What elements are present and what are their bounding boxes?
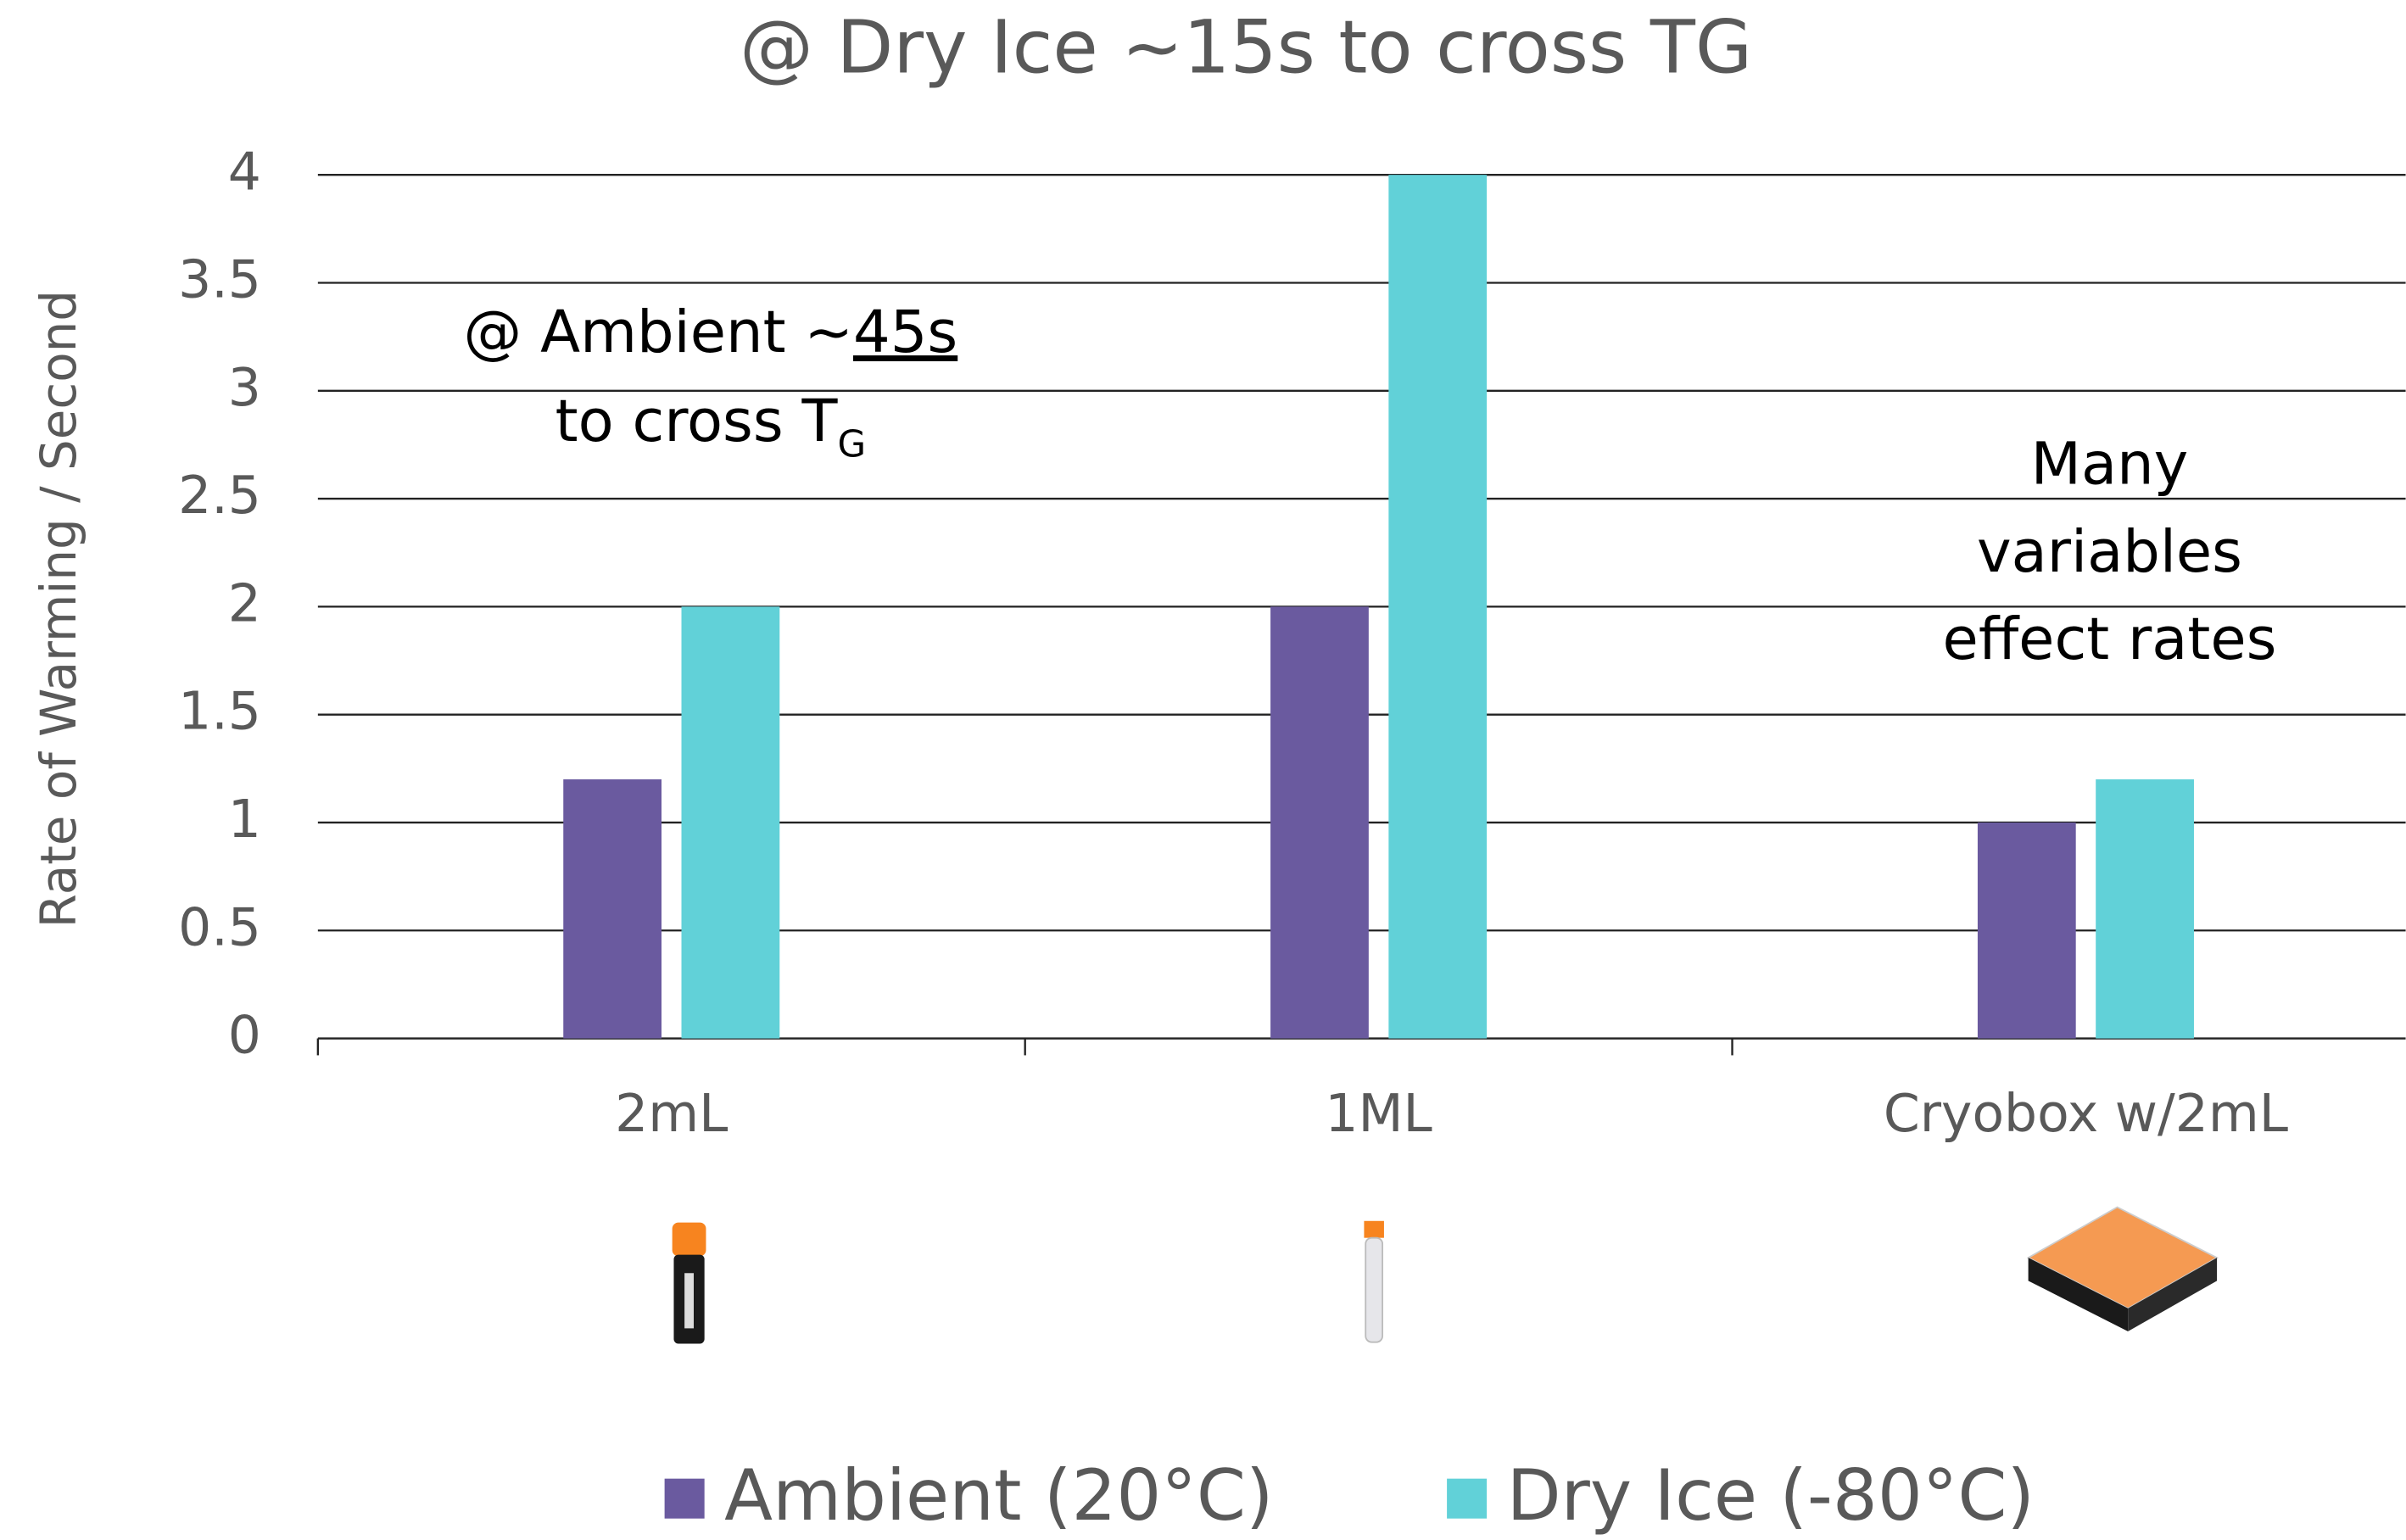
legend-label: Ambient (20°C) [724,1454,1273,1537]
legend-swatch [1447,1479,1487,1519]
y-tick-label: 3 [228,357,261,418]
y-tick-label: 2.5 [178,465,261,526]
x-tick-label: Cryobox w/2mL [1884,1083,2288,1144]
x-tick-label: 2mL [615,1083,728,1144]
annotation-subscript: G [837,423,866,466]
annotation-text: @ Ambient ~ [464,299,853,366]
y-axis-label: Rate of Warming / Second [30,290,87,928]
bar [2096,779,2194,1039]
chart-title: @ Dry Ice ~15s to cross TG [740,4,1752,90]
x-tick-label: 1ML [1325,1083,1432,1144]
bar [1978,823,2076,1039]
tube-icon [673,1223,706,1344]
y-tick-label: 0 [228,1005,261,1066]
y-tick-label: 1.5 [178,681,261,742]
legend-swatch [665,1479,705,1519]
annotation: Many [2031,431,2189,499]
bar [563,779,662,1039]
bar [1388,175,1487,1038]
annotation: to cross TG [555,388,866,466]
chart: @ Dry Ice ~15s to cross TG Rate of Warmi… [0,0,2406,1540]
annotation-text: to cross T [555,388,839,455]
y-tick-label: 4 [228,141,261,202]
tube-icon [1364,1221,1384,1342]
legend-label: Dry Ice (-80°C) [1507,1454,2035,1537]
annotation-text: 45s [853,299,957,366]
bar [682,606,780,1038]
y-tick-label: 1 [228,789,261,850]
y-tick-label: 3.5 [178,249,261,310]
cryobox-icon [2029,1207,2217,1331]
y-tick-label: 2 [228,572,261,633]
annotation: variables [1977,518,2242,586]
annotation: effect rates [1943,605,2277,673]
bar [1270,606,1369,1038]
y-tick-label: 0.5 [178,896,261,957]
annotation: @ Ambient ~45s [464,299,958,366]
